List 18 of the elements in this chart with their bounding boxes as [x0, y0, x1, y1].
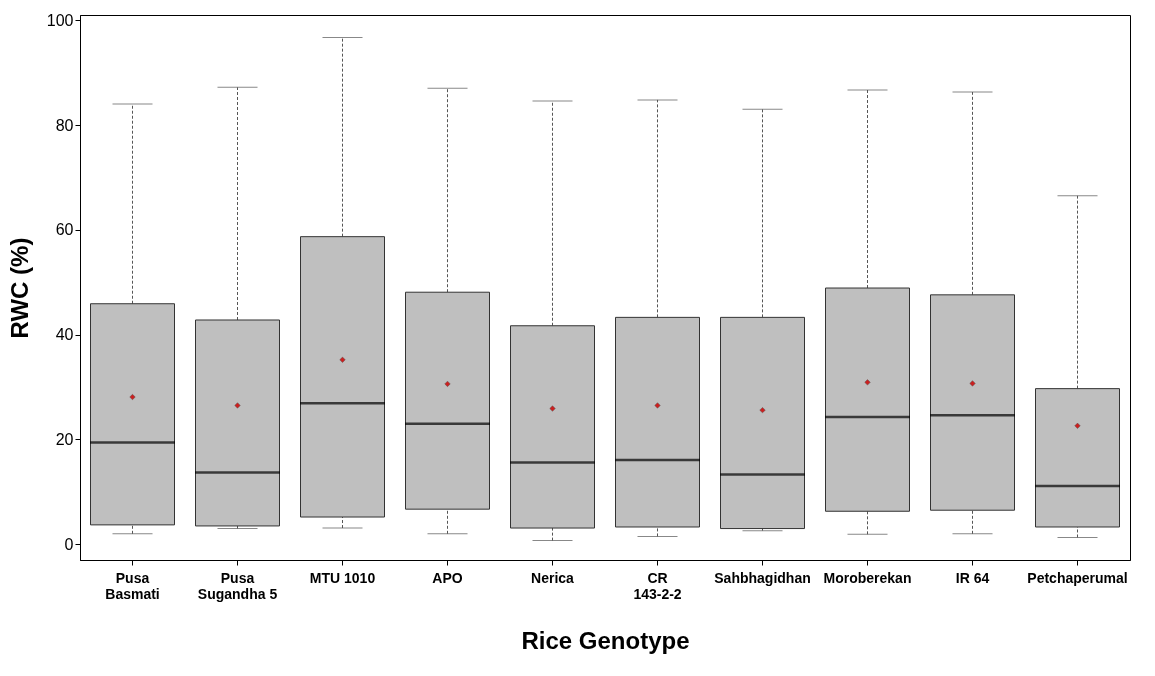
- x-tick-label: IR 64: [955, 569, 990, 586]
- x-tick-label: Moroberekan: [823, 569, 912, 586]
- x-axis-title: Rice Genotype: [521, 626, 690, 654]
- x-tick-label: APO: [432, 569, 463, 586]
- y-tick-label: 20: [55, 430, 74, 448]
- x-tick-label: MTU 1010: [309, 569, 376, 586]
- y-tick-label: 0: [64, 535, 74, 553]
- y-axis-title: RWC (%): [5, 237, 33, 339]
- x-tick-label: Nerica: [531, 569, 575, 586]
- x-tick-label: CR 143-2-2: [633, 569, 682, 602]
- x-tick-label: Petchaperumal: [1027, 569, 1128, 586]
- y-tick-label: 100: [46, 11, 74, 29]
- x-tick-label: Sahbhagidhan: [714, 569, 811, 586]
- x-tick-label: Pusa Basmati: [105, 569, 160, 602]
- y-tick-label: 60: [55, 221, 74, 239]
- y-tick-label: 80: [55, 116, 74, 134]
- x-tick-label: Pusa Sugandha 5: [197, 569, 278, 602]
- y-tick-label: 40: [55, 326, 74, 344]
